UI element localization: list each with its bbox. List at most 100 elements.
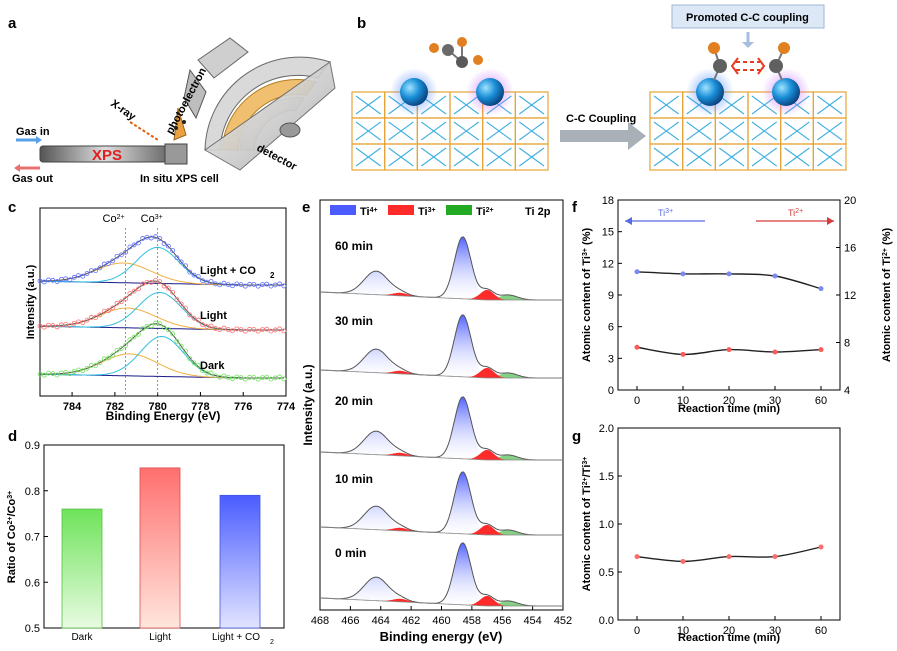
- promoted-box: [671, 4, 825, 29]
- data-point: [50, 371, 56, 377]
- lattice-bond: [421, 121, 447, 141]
- lattice-bond: [388, 147, 414, 167]
- fit-envelope: [319, 314, 563, 379]
- legend-label: Ti3+: [418, 206, 436, 218]
- data-point: [221, 280, 227, 286]
- peak-label: Co2+: [103, 213, 125, 225]
- data-point: [76, 319, 81, 325]
- bar-light-co2: [219, 494, 261, 629]
- fit-envelope: [319, 471, 563, 536]
- peak-label: Co3+: [141, 213, 163, 225]
- data-point: [84, 365, 90, 371]
- data-point: [178, 343, 184, 349]
- data-point: [221, 325, 227, 331]
- y-tick-label: 0.0: [599, 615, 614, 627]
- data-point: [97, 360, 103, 366]
- cc-coupling-arrow: [560, 122, 646, 150]
- data-point: [127, 244, 133, 250]
- baseline: [319, 597, 563, 607]
- data-point: [247, 281, 253, 287]
- y-tick-label-right: 4: [844, 385, 850, 397]
- data-point: [153, 277, 158, 283]
- ti4-peak-fill: [320, 472, 563, 535]
- y-tick-label-left: 12: [602, 258, 614, 270]
- data-point: [118, 299, 124, 305]
- x-tick-label: 778: [191, 401, 209, 413]
- data-point: [161, 241, 167, 246]
- data-point: [135, 286, 141, 292]
- x-tick-label: 774: [277, 401, 296, 413]
- y-tick-label-left: 9: [608, 290, 614, 302]
- data-point: [217, 282, 223, 288]
- data-point: [818, 347, 824, 353]
- gas-out-label: Gas out: [12, 173, 53, 185]
- data-point: [281, 328, 287, 334]
- y-tick-label: 0.8: [25, 486, 40, 498]
- panel-label-f: f: [572, 199, 578, 216]
- data-point: [106, 261, 111, 266]
- ti2-peak-fill: [320, 370, 563, 378]
- data-point: [157, 236, 163, 241]
- lattice-bond: [719, 121, 745, 141]
- data-point: [144, 234, 150, 240]
- data-point: [183, 348, 188, 354]
- data-point: [251, 326, 257, 332]
- data-point: [174, 338, 180, 344]
- y-tick-label: 1.5: [599, 471, 614, 483]
- data-point: [110, 305, 116, 311]
- panel-g-plot: 0.0 0.5 1.0 1.5 2.0 0 10 20 30 60: [599, 423, 827, 637]
- data-point: [140, 281, 146, 287]
- data-point: [165, 285, 171, 291]
- panel-f-ti-content: 0 3 6 9 12 15 18 4 8 12 16 20 0 10 20 30 60 Ti3+ Ti2+ Atom…: [581, 195, 893, 415]
- lattice-bond: [817, 121, 843, 141]
- bar-dark: [61, 508, 103, 629]
- time-label: 0 min: [335, 546, 366, 560]
- ti4-peak-fill: [320, 237, 563, 300]
- category-label: Light: [149, 632, 171, 643]
- x-tick-label: 464: [372, 615, 390, 627]
- x-tick-label: 60: [815, 625, 827, 637]
- baseline: [319, 291, 563, 301]
- data-point: [63, 321, 69, 327]
- data-point: [281, 283, 287, 289]
- series-label-sub: 2: [270, 271, 275, 280]
- data-point: [200, 368, 205, 374]
- data-point: [255, 328, 261, 334]
- x-tick-label: 782: [106, 401, 124, 413]
- time-label: 10 min: [335, 472, 373, 486]
- panel-f-frame: [617, 199, 841, 391]
- data-point: [174, 255, 180, 261]
- lattice-bond: [388, 121, 414, 141]
- lattice-bond: [719, 147, 745, 167]
- data-point: [234, 374, 240, 380]
- y-tick-label-right: 12: [844, 290, 856, 302]
- data-point: [123, 343, 128, 348]
- panel-label-b: b: [357, 15, 366, 32]
- data-point: [277, 374, 282, 380]
- data-point: [238, 375, 244, 381]
- data-point: [157, 321, 163, 327]
- data-point: [76, 367, 81, 373]
- data-point: [114, 253, 120, 259]
- detector-label: detector: [255, 142, 300, 173]
- data-point: [225, 374, 231, 380]
- data-point: [118, 252, 124, 258]
- lattice-bond: [421, 147, 447, 167]
- data-point: [135, 240, 141, 246]
- xps-cell-label: In situ XPS cell: [140, 173, 219, 185]
- panel-a-schematic: XPS Gas in Gas out X-ray photoelectron I…: [12, 37, 336, 185]
- y-tick-label-right: 16: [844, 243, 856, 255]
- x-tick-label: 20: [723, 395, 735, 407]
- data-point: [230, 283, 235, 289]
- data-point: [54, 372, 60, 378]
- time-label: 60 min: [335, 239, 373, 253]
- data-point: [106, 355, 111, 361]
- legend-label-ti2: Ti2+: [788, 208, 803, 219]
- data-point: [71, 320, 77, 326]
- data-point: [772, 349, 778, 355]
- data-point: [247, 374, 253, 380]
- panel-d-ratio-bars: 0.5 0.6 0.7 0.8 0.9 Dark Light Light + CO 2 Rati…: [6, 440, 285, 646]
- data-point: [191, 315, 197, 321]
- panel-g-xlabel: Reaction time (min): [678, 632, 780, 644]
